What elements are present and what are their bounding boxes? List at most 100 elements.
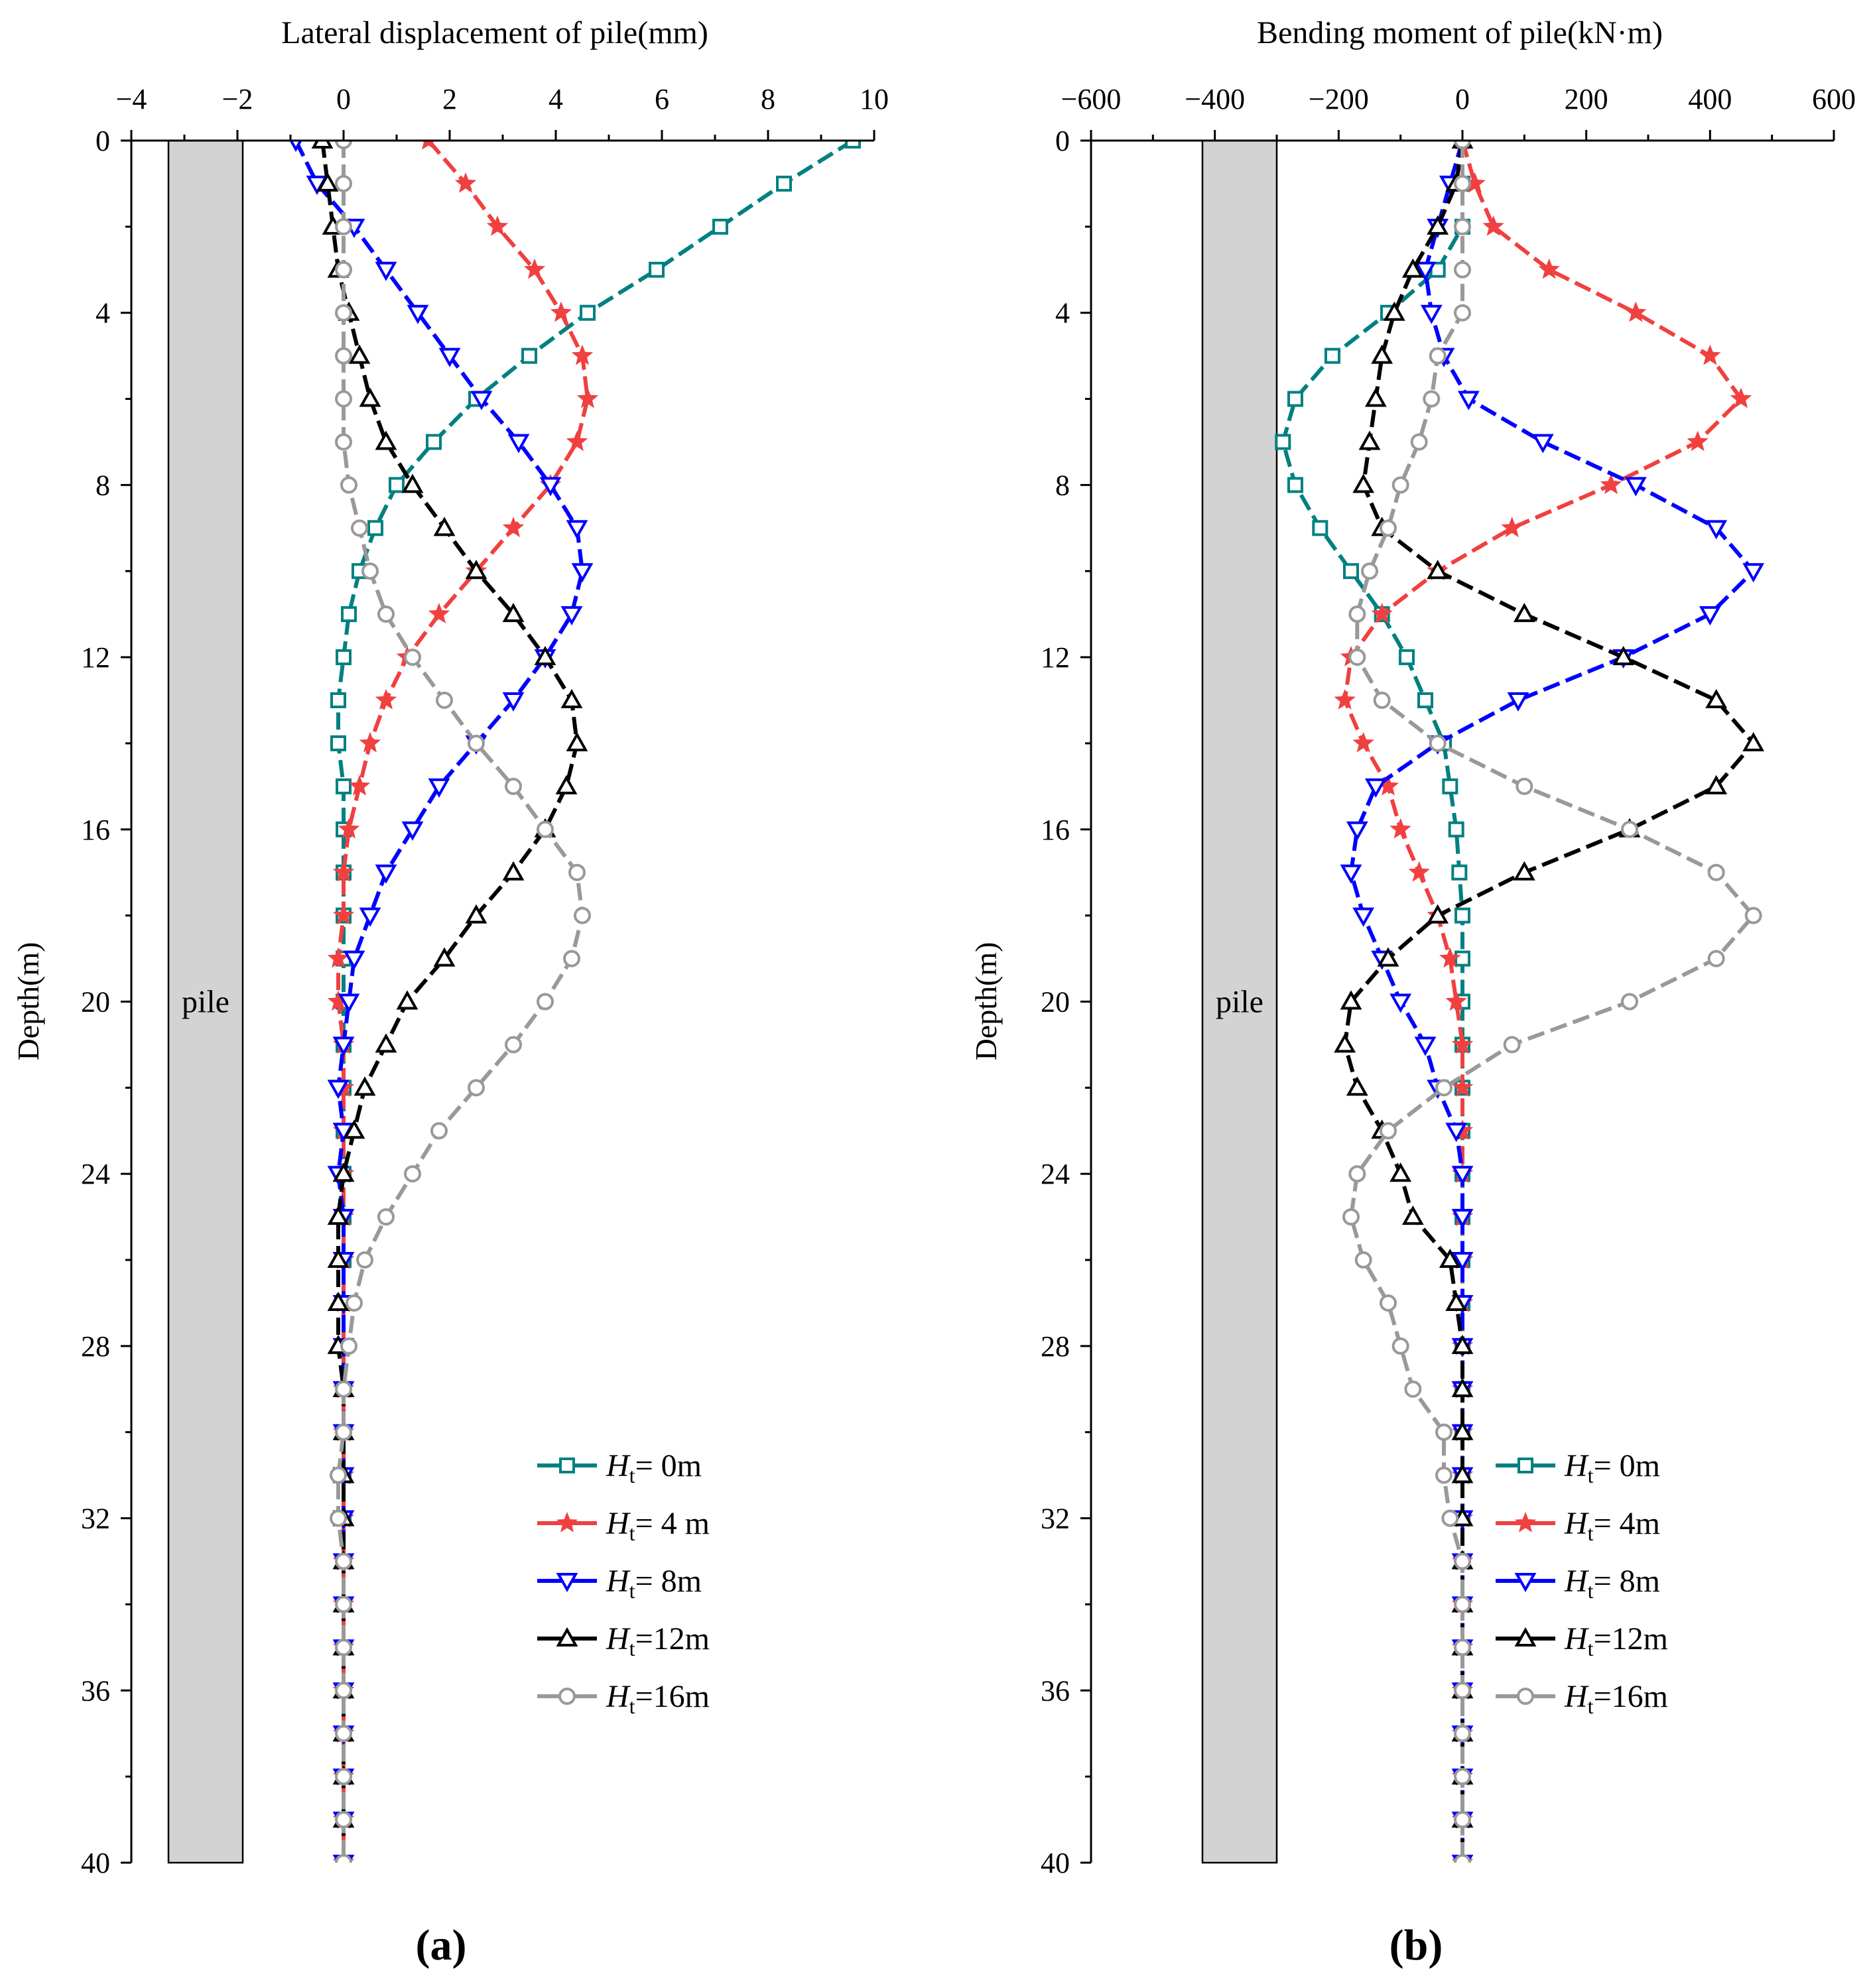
data-point	[1454, 1725, 1471, 1743]
legend-label: Ht= 8m	[1564, 1564, 1660, 1603]
legend-label: Ht=12m	[606, 1621, 710, 1660]
data-point	[1730, 387, 1752, 408]
data-point	[1352, 473, 1375, 493]
data-point	[340, 476, 357, 494]
legend-marker	[1514, 1511, 1537, 1532]
data-point	[335, 1725, 352, 1743]
data-point	[1699, 344, 1721, 365]
data-point	[335, 1423, 352, 1441]
data-point	[1445, 1291, 1468, 1311]
data-point	[776, 175, 792, 192]
data-point	[335, 1768, 352, 1786]
y-tick-label: 8	[1055, 469, 1070, 501]
y-tick-label: 32	[1041, 1503, 1070, 1535]
data-point	[1343, 563, 1359, 580]
data-point	[330, 1466, 347, 1484]
data-point	[348, 344, 371, 364]
data-point	[563, 950, 580, 967]
data-point	[1451, 1377, 1474, 1397]
data-point	[1435, 1079, 1453, 1097]
data-point	[426, 434, 442, 450]
data-point	[1451, 1209, 1474, 1229]
series-line	[336, 141, 854, 1863]
data-point	[1451, 1463, 1474, 1483]
y-tick-label: 40	[81, 1847, 110, 1879]
data-point	[1454, 141, 1471, 149]
data-point	[335, 261, 352, 279]
y-tick-label: 8	[96, 469, 110, 501]
data-point	[502, 517, 525, 538]
y-tick-label: 4	[1055, 297, 1070, 330]
chart-panel-a: Lateral displacement of pile(mm) pile −4…	[11, 15, 889, 1969]
legend-marker	[1518, 1458, 1533, 1473]
data-point	[428, 603, 450, 623]
x-tick-label: −600	[1061, 83, 1122, 115]
data-point	[316, 172, 339, 192]
data-point	[566, 731, 588, 751]
data-point	[539, 477, 562, 497]
data-point	[560, 688, 583, 709]
y-tick-label: 12	[1041, 641, 1070, 674]
legend-marker	[556, 1511, 578, 1532]
data-point	[1448, 821, 1464, 838]
data-point	[555, 775, 578, 794]
data-point	[649, 261, 665, 278]
data-point	[1414, 261, 1437, 281]
data-point	[1348, 605, 1366, 623]
x-tick-label: −4	[116, 83, 147, 115]
data-point	[1625, 301, 1647, 322]
series-group	[289, 141, 861, 1863]
x-tick-label: 10	[860, 83, 889, 115]
data-point	[523, 258, 546, 279]
data-point	[1501, 517, 1523, 538]
data-point	[1699, 606, 1721, 626]
data-point	[1348, 649, 1366, 666]
data-point	[335, 433, 352, 451]
data-point	[422, 141, 435, 150]
data-point	[336, 649, 352, 666]
data-point	[375, 864, 397, 884]
data-point	[1342, 1208, 1360, 1226]
data-point	[367, 520, 383, 536]
data-point	[1705, 775, 1728, 794]
data-point	[1457, 391, 1480, 410]
data-point	[436, 692, 453, 710]
legend-label: Ht= 4m	[1564, 1506, 1660, 1545]
data-point	[1742, 563, 1765, 583]
data-point	[335, 1595, 352, 1613]
data-point	[1435, 1423, 1453, 1441]
data-point	[1439, 947, 1461, 968]
data-point	[335, 390, 352, 408]
y-tick-label: 40	[1041, 1847, 1070, 1879]
y-tick-label: 20	[81, 986, 110, 1019]
data-point	[401, 821, 424, 841]
data-point	[1454, 1595, 1471, 1613]
data-point	[505, 777, 522, 795]
data-point	[1454, 174, 1471, 192]
data-point	[332, 904, 355, 925]
pile-label: pile	[182, 985, 229, 1020]
data-point	[566, 430, 588, 452]
data-point	[340, 1337, 357, 1355]
chart-title: Bending moment of pile(kN·m)	[1257, 15, 1663, 50]
data-point	[1420, 304, 1443, 324]
data-point	[465, 560, 487, 580]
data-point	[534, 646, 556, 666]
legend-label: Ht= 4 m	[606, 1506, 710, 1545]
data-point	[1707, 863, 1725, 881]
data-point	[343, 1119, 365, 1139]
data-point	[712, 218, 728, 235]
data-point	[1451, 1076, 1474, 1097]
data-point	[1377, 947, 1399, 967]
y-axis-ticks: 0 4 8 12 16 20 24 28 32 36 40	[1041, 125, 1091, 1879]
y-axis-label: Depth(m)	[11, 942, 45, 1061]
data-point	[537, 993, 554, 1011]
x-tick-label: −400	[1185, 83, 1245, 115]
data-point	[327, 1248, 350, 1269]
data-point	[375, 1033, 397, 1053]
data-point	[1454, 1552, 1471, 1570]
data-point	[327, 1080, 350, 1099]
data-point	[335, 141, 352, 149]
data-point	[359, 907, 381, 927]
data-point	[335, 347, 352, 365]
